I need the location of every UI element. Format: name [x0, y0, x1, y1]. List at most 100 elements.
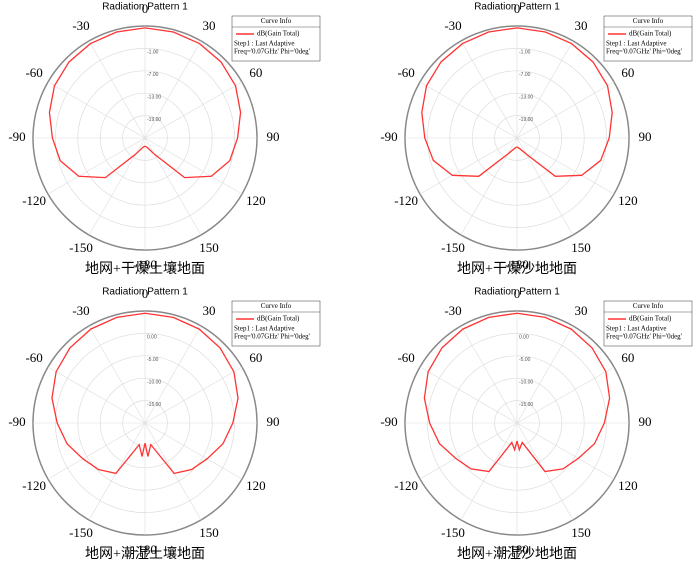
- ring: [427, 48, 607, 228]
- theta-tick-label: -30: [72, 303, 89, 318]
- theta-tick-label: 150: [571, 240, 591, 255]
- spoke: [460, 325, 518, 424]
- spoke: [516, 81, 615, 139]
- spoke: [516, 325, 574, 424]
- r-tick-label: -15.00: [519, 402, 533, 408]
- ring: [77, 355, 213, 491]
- pattern-curve: [51, 312, 239, 475]
- theta-tick-label: -60: [25, 350, 42, 365]
- legend-entry: dB(Gain Total): [257, 30, 300, 38]
- theta-tick-label: 0: [142, 286, 149, 301]
- ring: [55, 333, 235, 513]
- theta-tick-label: -90: [380, 129, 397, 144]
- legend-box: [231, 300, 321, 347]
- legend-entry: dB(Gain Total): [629, 30, 672, 38]
- theta-tick-label: -60: [25, 65, 42, 80]
- theta-tick-label: 0: [514, 1, 521, 16]
- r-tick-label: -10.00: [519, 380, 533, 386]
- spoke: [47, 137, 146, 195]
- spoke: [516, 137, 615, 195]
- legend-title: Curve Info: [261, 17, 292, 25]
- pattern-curve: [48, 27, 242, 179]
- theta-tick-label: -120: [22, 193, 46, 208]
- spoke: [144, 81, 243, 139]
- r-tick-label: -1.00: [519, 50, 531, 56]
- ring: [427, 333, 607, 513]
- spoke: [144, 366, 243, 424]
- spoke: [419, 366, 518, 424]
- legend-line: Step1 : Last Adaptive: [234, 325, 294, 333]
- spoke: [144, 325, 202, 424]
- ring: [449, 355, 585, 491]
- spoke: [144, 422, 243, 480]
- legend-line: Freq='0.07GHz' Phi='0deg': [234, 333, 310, 341]
- r-tick-label: -13.00: [519, 95, 533, 101]
- ring: [471, 377, 563, 469]
- legend-box: [231, 15, 321, 62]
- theta-tick-label: -60: [397, 65, 414, 80]
- spoke: [460, 40, 518, 139]
- theta-tick-label: -180: [133, 542, 157, 557]
- theta-tick-label: -180: [505, 542, 529, 557]
- theta-tick-label: -150: [69, 240, 93, 255]
- theta-tick-label: 150: [199, 525, 219, 540]
- theta-tick-label: 90: [639, 129, 652, 144]
- polar-panel: Radiation Pattern 1 Curve Info 0 30 60 90 120 1…: [8, 1, 321, 277]
- pattern-curve: [421, 27, 613, 177]
- theta-tick-label: 120: [246, 478, 266, 493]
- spoke: [47, 81, 146, 139]
- r-tick-label: -5.00: [519, 357, 531, 363]
- theta-tick-label: -90: [380, 414, 397, 429]
- theta-tick-label: -30: [444, 18, 461, 33]
- r-tick-label: -7.00: [519, 72, 531, 78]
- legend-line: Freq='0.07GHz' Phi='0deg': [606, 48, 682, 56]
- spoke: [88, 40, 146, 139]
- spoke: [47, 366, 146, 424]
- spoke: [419, 81, 518, 139]
- ring: [77, 70, 213, 206]
- r-tick-label: -1.00: [147, 50, 159, 56]
- theta-tick-label: 0: [514, 286, 521, 301]
- r-tick-label: -10.00: [147, 380, 161, 386]
- r-tick-label: -19.00: [519, 117, 533, 123]
- polar-panel: Radiation Pattern 1 Curve Info 0 30 60 90 120 1…: [380, 286, 693, 562]
- theta-tick-label: -150: [441, 240, 465, 255]
- ring: [494, 115, 540, 161]
- theta-tick-label: -90: [8, 414, 25, 429]
- theta-tick-label: -150: [441, 525, 465, 540]
- chart-title: Radiation Pattern 1: [474, 2, 560, 13]
- theta-tick-label: 30: [203, 18, 216, 33]
- theta-tick-label: 150: [571, 525, 591, 540]
- spoke: [144, 40, 202, 139]
- ring: [122, 115, 168, 161]
- caption: 地网+潮湿土壤地面: [85, 545, 205, 562]
- theta-tick-label: -30: [444, 303, 461, 318]
- spoke: [419, 137, 518, 195]
- spoke: [516, 137, 574, 236]
- legend-title: Curve Info: [261, 302, 292, 310]
- ring: [471, 92, 563, 184]
- theta-tick-label: 30: [203, 303, 216, 318]
- theta-tick-label: -120: [394, 193, 418, 208]
- theta-tick-label: -120: [22, 478, 46, 493]
- legend-line: Step1 : Last Adaptive: [606, 325, 666, 333]
- legend-entry: dB(Gain Total): [629, 315, 672, 323]
- theta-tick-label: 150: [199, 240, 219, 255]
- spoke: [47, 422, 146, 480]
- chart-title: Radiation Pattern 1: [102, 287, 188, 298]
- theta-tick-label: 60: [621, 65, 634, 80]
- theta-tick-label: 0: [142, 1, 149, 16]
- theta-tick-label: 60: [249, 65, 262, 80]
- ring: [99, 377, 191, 469]
- spoke: [419, 422, 518, 480]
- caption: 地网+干燥土壤地面: [85, 260, 205, 277]
- caption: 地网+干燥沙地地面: [457, 261, 577, 277]
- theta-tick-label: 90: [267, 129, 280, 144]
- r-tick-label: -19.00: [147, 117, 161, 123]
- r-tick-label: -15.00: [147, 402, 161, 408]
- theta-tick-label: 30: [575, 18, 588, 33]
- pattern-curve: [423, 312, 611, 473]
- theta-tick-label: -30: [72, 18, 89, 33]
